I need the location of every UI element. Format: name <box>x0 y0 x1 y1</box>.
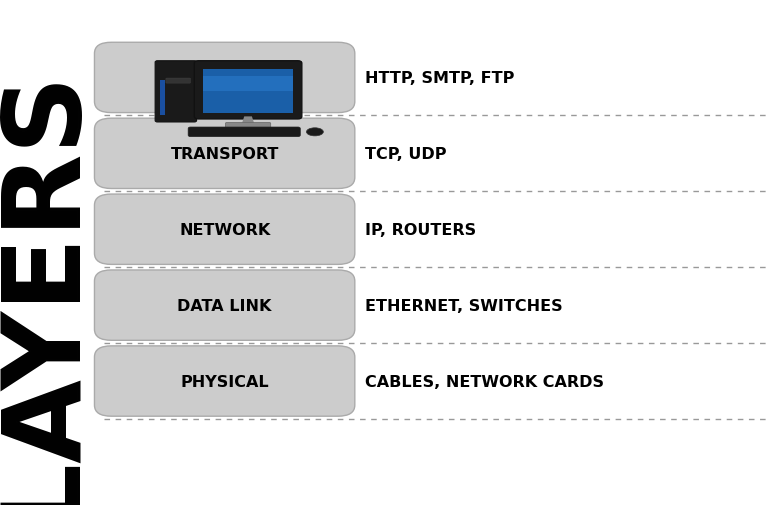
Polygon shape <box>242 117 254 124</box>
FancyBboxPatch shape <box>155 62 197 123</box>
Text: LAYERS: LAYERS <box>0 65 94 505</box>
FancyBboxPatch shape <box>203 70 293 114</box>
Text: DATA LINK: DATA LINK <box>177 298 272 313</box>
Ellipse shape <box>306 128 323 136</box>
Text: TRANSPORT: TRANSPORT <box>170 146 279 162</box>
Text: HTTP, SMTP, FTP: HTTP, SMTP, FTP <box>365 71 514 86</box>
Text: NETWORK: NETWORK <box>179 222 270 237</box>
Text: ETHERNET, SWITCHES: ETHERNET, SWITCHES <box>365 298 562 313</box>
Text: CABLES, NETWORK CARDS: CABLES, NETWORK CARDS <box>365 374 604 389</box>
Text: IP, ROUTERS: IP, ROUTERS <box>365 222 476 237</box>
FancyBboxPatch shape <box>94 119 355 189</box>
FancyBboxPatch shape <box>188 128 300 137</box>
Text: PHYSICAL: PHYSICAL <box>180 374 269 389</box>
FancyBboxPatch shape <box>94 43 355 113</box>
FancyBboxPatch shape <box>166 79 190 84</box>
Text: APPLICATION: APPLICATION <box>165 71 284 86</box>
FancyBboxPatch shape <box>94 346 355 416</box>
FancyBboxPatch shape <box>194 62 302 120</box>
FancyBboxPatch shape <box>94 271 355 340</box>
FancyBboxPatch shape <box>203 77 293 92</box>
FancyBboxPatch shape <box>94 194 355 265</box>
FancyBboxPatch shape <box>226 123 270 130</box>
FancyBboxPatch shape <box>160 81 165 116</box>
Text: TCP, UDP: TCP, UDP <box>365 146 446 162</box>
